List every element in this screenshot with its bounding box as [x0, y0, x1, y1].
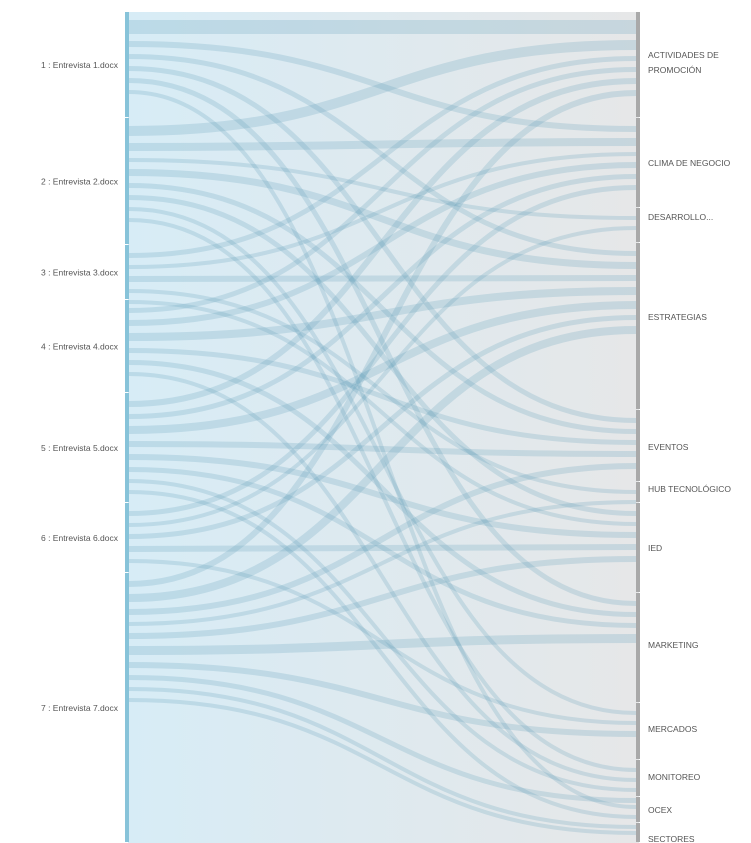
flow-link[interactable]	[128, 301, 637, 434]
target-node-label: IED	[648, 543, 662, 553]
flow-link[interactable]	[128, 490, 637, 819]
flow-link[interactable]	[128, 287, 637, 341]
flow-link[interactable]	[128, 463, 637, 615]
target-node-bar[interactable]	[636, 823, 640, 842]
target-node-label: ESTRATEGIAS	[648, 312, 707, 322]
flow-link[interactable]	[128, 500, 637, 626]
source-node-label: 6 : Entrevista 6.docx	[41, 533, 119, 543]
source-node-label: 7 : Entrevista 7.docx	[41, 703, 119, 713]
flow-link[interactable]	[128, 54, 637, 256]
flow-link[interactable]	[128, 556, 637, 639]
flow-link[interactable]	[128, 40, 637, 136]
target-node-label: ACTIVIDADES DE	[648, 50, 719, 60]
source-node-label: 5 : Entrevista 5.docx	[41, 443, 119, 453]
source-node-label: 4 : Entrevista 4.docx	[41, 342, 119, 352]
flow-link[interactable]	[128, 185, 637, 516]
flow-link[interactable]	[128, 326, 637, 602]
flow-link[interactable]	[128, 78, 637, 606]
flow-link[interactable]	[128, 158, 637, 220]
flow-link[interactable]	[128, 687, 637, 829]
source-nodes: 1 : Entrevista 1.docx 2 : Entrevista 2.do…	[41, 12, 129, 842]
target-node-bar[interactable]	[636, 760, 640, 796]
flow-link[interactable]	[128, 479, 637, 792]
flow-link[interactable]	[128, 138, 637, 151]
flow-link[interactable]	[128, 226, 637, 527]
target-node-bar[interactable]	[636, 593, 640, 702]
target-node-label: PROMOCIÓN	[648, 65, 701, 75]
target-node-label: MARKETING	[648, 640, 699, 650]
flow-link[interactable]	[128, 174, 637, 419]
target-node-label: MONITOREO	[648, 772, 701, 782]
flow-link[interactable]	[128, 544, 637, 552]
flow-link[interactable]	[128, 218, 637, 772]
flow-link[interactable]	[128, 275, 637, 282]
target-node-label: MERCADOS	[648, 724, 697, 734]
flow-link[interactable]	[128, 66, 637, 423]
flow-link[interactable]	[128, 152, 637, 269]
target-node-bar[interactable]	[636, 208, 640, 242]
target-node-bar[interactable]	[636, 482, 640, 502]
source-node-bar[interactable]	[125, 300, 129, 392]
target-nodes: ACTIVIDADES DE PROMOCIÓN CLIMA DE NEGOCIO D…	[636, 12, 731, 843]
background-band	[128, 12, 639, 843]
flow-link[interactable]	[128, 162, 637, 326]
flow-link[interactable]	[128, 195, 637, 516]
flow-link[interactable]	[128, 315, 637, 539]
flow-link[interactable]	[128, 90, 637, 809]
source-node-label: 3 : Entrevista 3.docx	[41, 268, 119, 278]
target-node-bar[interactable]	[636, 703, 640, 759]
source-node-bar[interactable]	[125, 573, 129, 842]
target-node-label: EVENTOS	[648, 442, 689, 452]
source-node-bar[interactable]	[125, 503, 129, 572]
flows-layer	[128, 19, 637, 835]
flow-link[interactable]	[128, 360, 637, 617]
target-node-label: DESARROLLO...	[648, 212, 713, 222]
target-node-bar[interactable]	[636, 12, 640, 117]
target-node-bar[interactable]	[636, 118, 640, 207]
flow-link[interactable]	[128, 454, 637, 538]
flow-link[interactable]	[128, 183, 637, 434]
target-node-bar[interactable]	[636, 410, 640, 481]
flow-link[interactable]	[128, 559, 637, 725]
flow-link[interactable]	[128, 56, 637, 258]
source-node-label: 2 : Entrevista 2.docx	[41, 177, 119, 187]
flow-link[interactable]	[128, 169, 637, 269]
target-node-bar[interactable]	[636, 503, 640, 592]
source-node-bar[interactable]	[125, 118, 129, 244]
source-node-bar[interactable]	[125, 12, 129, 117]
flow-link[interactable]	[128, 78, 637, 407]
flow-link[interactable]	[128, 467, 637, 628]
target-node-bar[interactable]	[636, 243, 640, 409]
target-node-label: OCEX	[648, 805, 672, 815]
flow-link[interactable]	[128, 372, 637, 782]
flow-link[interactable]	[128, 41, 637, 132]
flow-link[interactable]	[128, 698, 637, 835]
flow-link[interactable]	[128, 634, 637, 655]
flow-link[interactable]	[128, 300, 637, 526]
flow-link[interactable]	[128, 90, 637, 587]
flow-link[interactable]	[128, 662, 637, 737]
source-node-bar[interactable]	[125, 393, 129, 502]
source-node-bar[interactable]	[125, 245, 129, 299]
target-node-label: SECTORES	[648, 834, 695, 843]
flow-link[interactable]	[128, 289, 637, 494]
flow-link[interactable]	[128, 207, 637, 715]
target-node-bar[interactable]	[636, 797, 640, 822]
source-node-label: 1 : Entrevista 1.docx	[41, 60, 119, 70]
target-node-label: HUB TECNOLÓGICO	[648, 484, 731, 494]
flow-link[interactable]	[128, 441, 637, 457]
flow-link[interactable]	[128, 675, 637, 803]
flow-link[interactable]	[128, 67, 637, 313]
flow-link[interactable]	[128, 348, 637, 445]
target-node-label: CLIMA DE NEGOCIO	[648, 158, 731, 168]
